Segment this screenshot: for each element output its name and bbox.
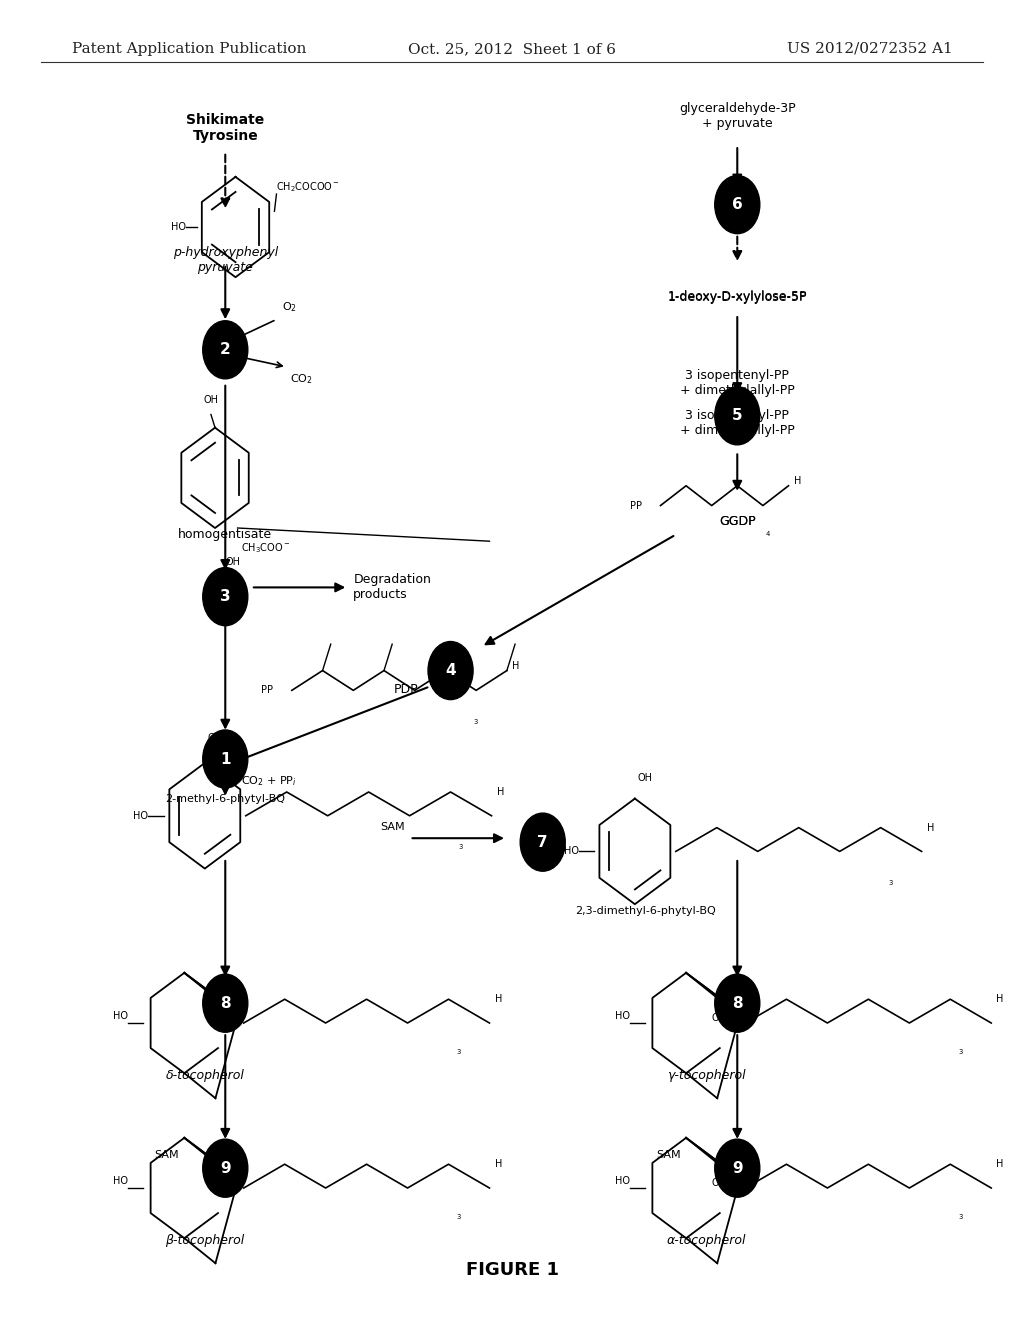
Text: O: O: [210, 1177, 217, 1188]
Text: OH: OH: [225, 557, 241, 568]
Circle shape: [203, 321, 248, 379]
Text: $_3$: $_3$: [458, 842, 464, 853]
Text: OH: OH: [638, 772, 653, 783]
Circle shape: [520, 813, 565, 871]
Text: 3 isopentenyl-PP
+ dimethylallyl-PP: 3 isopentenyl-PP + dimethylallyl-PP: [680, 409, 795, 437]
Text: GGDP: GGDP: [719, 515, 756, 528]
Text: $_4$: $_4$: [765, 529, 771, 540]
Text: 9: 9: [220, 1160, 230, 1176]
Text: O: O: [712, 1177, 719, 1188]
Text: 1-deoxy-D-xylylose-5P: 1-deoxy-D-xylylose-5P: [668, 290, 807, 304]
Text: H: H: [996, 1159, 1004, 1170]
Text: 2,3-dimethyl-6-phytyl-BQ: 2,3-dimethyl-6-phytyl-BQ: [574, 906, 716, 916]
Text: PDP: PDP: [394, 682, 419, 696]
Text: Shikimate
Tyrosine: Shikimate Tyrosine: [186, 114, 264, 143]
Text: SAM: SAM: [380, 821, 404, 832]
Text: 7: 7: [538, 834, 548, 850]
Text: CH$_3$COO$^-$: CH$_3$COO$^-$: [241, 541, 290, 554]
Text: $_3$: $_3$: [456, 1047, 462, 1057]
Text: O$_2$: O$_2$: [282, 301, 297, 314]
Circle shape: [203, 1139, 248, 1197]
Circle shape: [715, 1139, 760, 1197]
Text: PP: PP: [261, 685, 273, 696]
Text: PP: PP: [630, 500, 642, 511]
Text: $_3$: $_3$: [473, 717, 479, 727]
Text: CO$_2$: CO$_2$: [290, 372, 312, 385]
Text: 9: 9: [732, 1160, 742, 1176]
Text: OH: OH: [204, 395, 218, 405]
Text: Patent Application Publication: Patent Application Publication: [72, 42, 306, 55]
Text: O: O: [210, 1012, 217, 1023]
Text: H: H: [495, 1159, 502, 1170]
Text: H: H: [794, 475, 801, 486]
Text: H: H: [927, 822, 934, 833]
Text: H: H: [512, 660, 519, 671]
Text: $_3$: $_3$: [888, 878, 894, 888]
Text: 2: 2: [220, 342, 230, 358]
Circle shape: [203, 730, 248, 788]
Text: GGDP: GGDP: [719, 515, 756, 528]
Text: 3 isopentenyl-PP
+ dimethylallyl-PP: 3 isopentenyl-PP + dimethylallyl-PP: [680, 368, 795, 397]
Text: 5: 5: [732, 408, 742, 424]
Text: γ-tocopherol: γ-tocopherol: [668, 1069, 745, 1082]
Text: 3: 3: [220, 589, 230, 605]
Text: δ-tocopherol: δ-tocopherol: [165, 1069, 245, 1082]
Text: 8: 8: [732, 995, 742, 1011]
Text: OH: OH: [208, 733, 223, 743]
Text: 1: 1: [220, 751, 230, 767]
Text: p-hydroxyphenyl
pyruvate: p-hydroxyphenyl pyruvate: [173, 246, 278, 275]
Text: US 2012/0272352 A1: US 2012/0272352 A1: [786, 42, 952, 55]
Text: Degradation
products: Degradation products: [353, 573, 431, 602]
Text: $_3$: $_3$: [957, 1212, 964, 1222]
Text: HO: HO: [614, 1011, 630, 1022]
Text: 2-methyl-6-phytyl-BQ: 2-methyl-6-phytyl-BQ: [165, 793, 286, 804]
Text: HO: HO: [113, 1011, 128, 1022]
Text: α-tocopherol: α-tocopherol: [667, 1234, 746, 1247]
Circle shape: [203, 568, 248, 626]
Circle shape: [428, 642, 473, 700]
Text: 4: 4: [445, 663, 456, 678]
Text: homogentisate: homogentisate: [178, 528, 272, 541]
Circle shape: [203, 974, 248, 1032]
Text: $_3$: $_3$: [957, 1047, 964, 1057]
Text: H: H: [996, 994, 1004, 1005]
Text: CH$_2$COCOO$^-$: CH$_2$COCOO$^-$: [276, 181, 340, 194]
Text: $_3$: $_3$: [456, 1212, 462, 1222]
Text: O: O: [712, 1012, 719, 1023]
Circle shape: [715, 176, 760, 234]
Circle shape: [715, 387, 760, 445]
Text: SAM: SAM: [656, 1150, 681, 1160]
Text: HO: HO: [113, 1176, 128, 1187]
Text: 8: 8: [220, 995, 230, 1011]
Text: HO: HO: [133, 810, 148, 821]
Text: H: H: [497, 787, 504, 797]
Text: glyceraldehyde-3P
+ pyruvate: glyceraldehyde-3P + pyruvate: [679, 102, 796, 131]
Text: HO: HO: [614, 1176, 630, 1187]
Text: β-tocopherol: β-tocopherol: [165, 1234, 245, 1247]
Text: FIGURE 1: FIGURE 1: [466, 1261, 558, 1279]
Text: Oct. 25, 2012  Sheet 1 of 6: Oct. 25, 2012 Sheet 1 of 6: [408, 42, 616, 55]
Text: H: H: [495, 994, 502, 1005]
Text: SAM: SAM: [155, 1150, 179, 1160]
Text: CO$_2$ + PP$_i$: CO$_2$ + PP$_i$: [241, 775, 297, 788]
Circle shape: [715, 974, 760, 1032]
Text: HO: HO: [171, 222, 186, 232]
Text: 6: 6: [732, 197, 742, 213]
Text: 1-deoxy-D-xylylose-5P: 1-deoxy-D-xylylose-5P: [668, 290, 807, 304]
Text: HO: HO: [563, 846, 579, 857]
